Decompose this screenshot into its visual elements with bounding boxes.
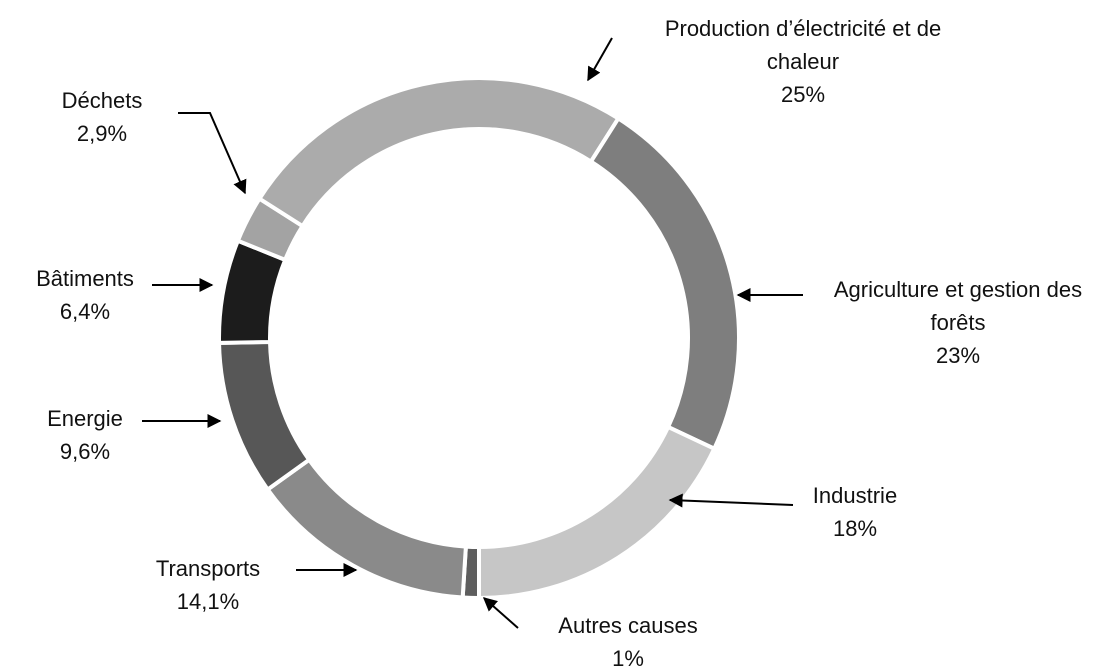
category-label: Industrie bbox=[812, 483, 898, 508]
slice-label: Agriculture et gestion des forêts 23% bbox=[833, 273, 1083, 372]
donut-segment bbox=[588, 115, 741, 452]
category-label: Déchets bbox=[61, 88, 143, 113]
slice-label: Déchets 2,9% bbox=[2, 84, 202, 150]
category-label: Bâtiments bbox=[36, 266, 134, 291]
arrow bbox=[178, 112, 247, 195]
value-label: 23% bbox=[935, 343, 981, 368]
slice-label: Transports 14,1% bbox=[58, 552, 358, 618]
value-label: 6,4% bbox=[59, 299, 111, 324]
slice-label: Autres causes 1% bbox=[478, 609, 778, 666]
category-label: Energie bbox=[47, 406, 123, 431]
slice-label: Industrie 18% bbox=[755, 479, 955, 545]
donut-segment bbox=[477, 424, 717, 601]
slice-label: Bâtiments 6,4% bbox=[0, 262, 185, 328]
donut-segment bbox=[217, 339, 312, 493]
value-label: 14,1% bbox=[176, 589, 240, 614]
arrows bbox=[142, 37, 803, 629]
arrow bbox=[587, 37, 613, 82]
arrow bbox=[482, 597, 519, 629]
category-label: Agriculture et gestion des forêts bbox=[833, 277, 1083, 335]
slice-label: Energie 9,6% bbox=[0, 402, 185, 468]
value-label: 2,9% bbox=[76, 121, 128, 146]
donut bbox=[217, 76, 741, 601]
donut-segment bbox=[256, 76, 622, 229]
category-label: Autres causes bbox=[558, 613, 698, 638]
category-label: Transports bbox=[155, 556, 261, 581]
value-label: 25% bbox=[780, 82, 826, 107]
value-label: 1% bbox=[612, 646, 644, 666]
value-label: 18% bbox=[832, 516, 878, 541]
arrow bbox=[668, 493, 794, 508]
slice-label: Production d’électricité et de chaleur 25… bbox=[658, 12, 948, 111]
category-label: Production d’électricité et de chaleur bbox=[664, 16, 942, 74]
value-label: 9,6% bbox=[59, 439, 111, 464]
